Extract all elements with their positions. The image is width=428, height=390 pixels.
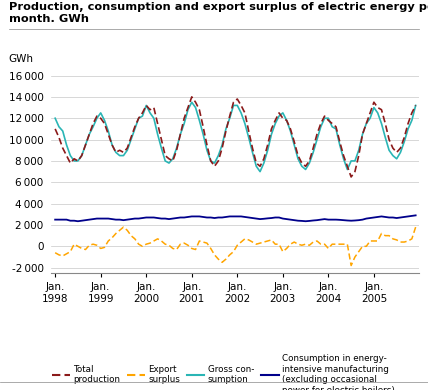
Text: GWh: GWh (9, 54, 33, 64)
Text: month. GWh: month. GWh (9, 14, 89, 25)
Legend: Total
production, Export
surplus, Gross con-
sumption, Consumption in energy-
in: Total production, Export surplus, Gross … (52, 355, 395, 390)
Text: Production, consumption and export surplus of electric energy per: Production, consumption and export surpl… (9, 2, 428, 12)
